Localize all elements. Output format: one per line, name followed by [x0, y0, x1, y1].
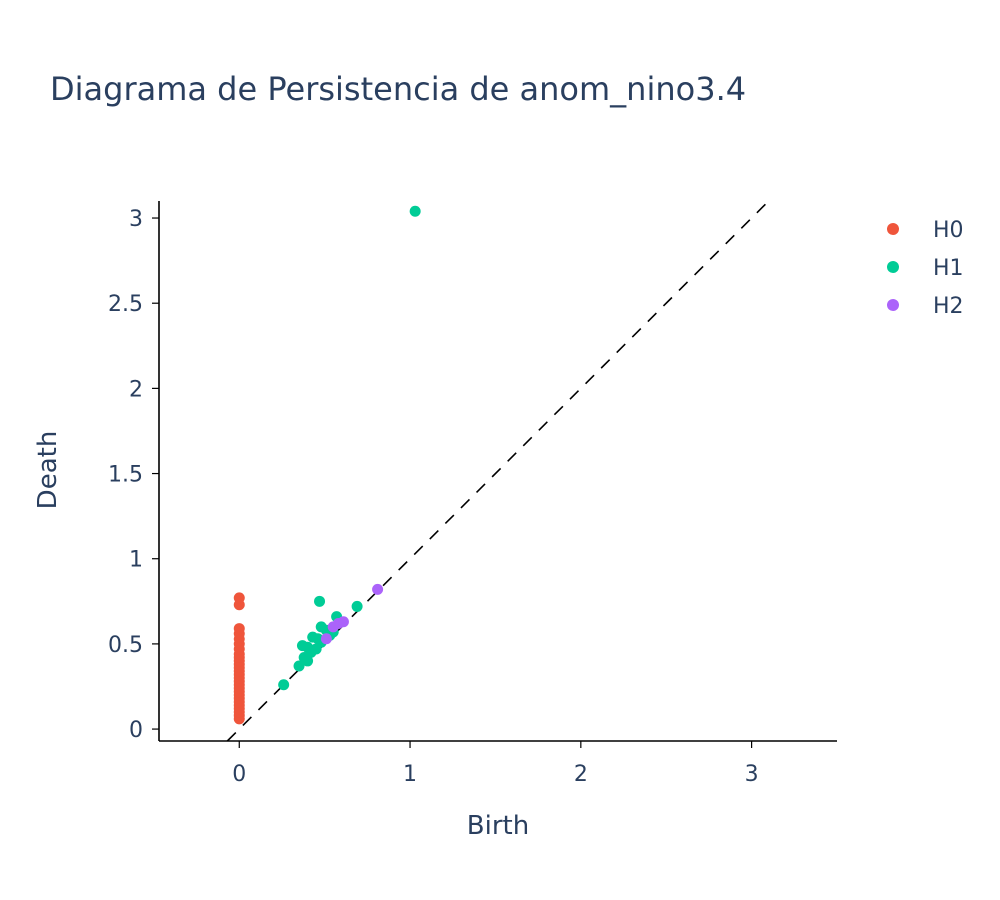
legend-item-h2[interactable]: H2 [887, 294, 964, 319]
x-tick-label: 1 [403, 762, 417, 787]
y-tick-label: 3 [129, 207, 143, 232]
legend-item-h1[interactable]: H1 [887, 256, 964, 281]
legend-label: H0 [933, 218, 964, 243]
x-axis-label: Birth [467, 811, 529, 841]
y-tick-label: 0.5 [108, 633, 143, 658]
y-axis-label: Death [33, 431, 63, 510]
legend-item-h0[interactable]: H0 [887, 218, 964, 243]
legend-marker [887, 261, 899, 273]
x-tick-label: 2 [574, 762, 588, 787]
y-tick-label: 1.5 [108, 463, 143, 488]
series-h0 [233, 592, 245, 725]
y-tick-label: 2 [129, 377, 143, 402]
x-axis-ticks: 0 1 2 3 [232, 741, 759, 787]
legend-label: H1 [933, 256, 964, 281]
point-h1[interactable] [278, 679, 290, 691]
point-h1[interactable] [293, 660, 305, 672]
y-tick-label: 0 [129, 718, 143, 743]
point-h1[interactable] [351, 600, 363, 612]
legend[interactable]: H0 H1 H2 [887, 218, 964, 319]
point-h0[interactable] [233, 592, 245, 604]
point-h1[interactable] [302, 655, 314, 667]
x-tick-label: 0 [232, 762, 246, 787]
point-h0[interactable] [233, 623, 245, 635]
diagonal-reference-line [226, 200, 770, 742]
legend-marker [887, 223, 899, 235]
point-h2[interactable] [372, 583, 384, 595]
x-tick-label: 3 [745, 762, 759, 787]
chart-title: Diagrama de Persistencia de anom_nino3.4 [50, 70, 746, 108]
y-tick-label: 2.5 [108, 292, 143, 317]
point-h2[interactable] [327, 621, 339, 633]
point-h2[interactable] [320, 633, 332, 645]
y-axis-ticks: 0 0.5 1 1.5 2 2.5 3 [108, 207, 159, 743]
plot-area [226, 200, 770, 742]
point-h1[interactable] [409, 205, 421, 217]
point-h1[interactable] [314, 595, 326, 607]
y-tick-label: 1 [129, 548, 143, 573]
legend-marker [887, 299, 899, 311]
series-h2 [320, 583, 384, 645]
legend-label: H2 [933, 294, 964, 319]
